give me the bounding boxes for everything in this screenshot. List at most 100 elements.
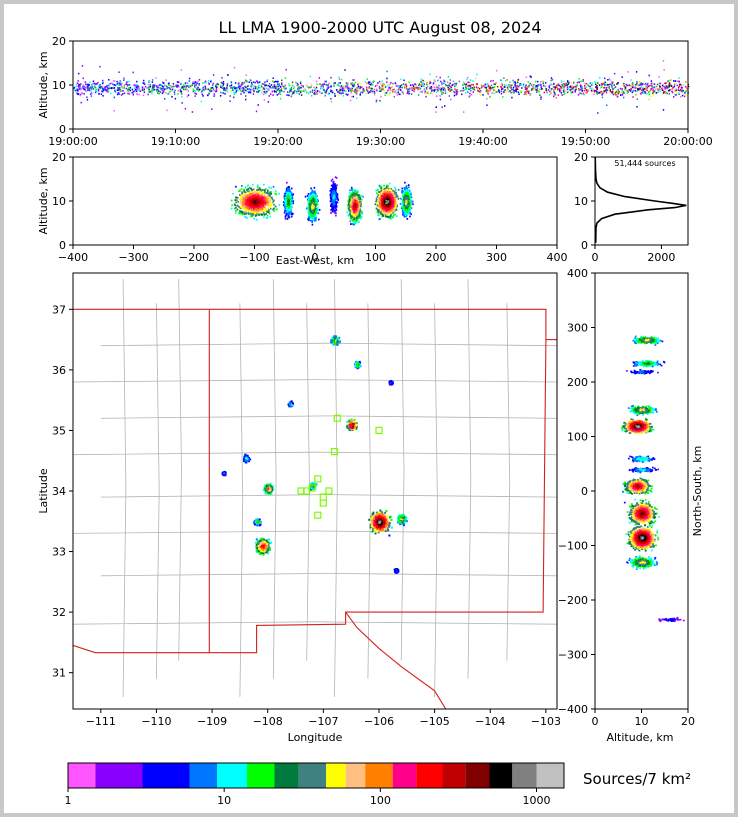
source-point: [308, 207, 310, 210]
source-point: [177, 89, 180, 92]
source-point: [238, 205, 240, 208]
source-point: [632, 82, 634, 85]
source-point: [502, 91, 505, 94]
source-point: [680, 84, 683, 86]
source-point: [345, 84, 347, 87]
source-point: [607, 85, 610, 88]
source-point: [263, 209, 265, 212]
source-point: [160, 88, 162, 91]
source-point: [331, 185, 334, 188]
source-point: [333, 82, 335, 85]
source-point: [386, 77, 388, 80]
source-point: [630, 79, 632, 81]
source-point: [510, 84, 512, 87]
source-point: [266, 80, 268, 83]
source-point: [489, 86, 491, 88]
source-point: [579, 84, 582, 87]
source-point: [123, 92, 126, 94]
source-point: [76, 89, 78, 92]
source-point: [284, 200, 286, 203]
source-point: [284, 88, 286, 90]
source-point: [306, 199, 309, 201]
source-point: [381, 88, 384, 91]
source-point: [330, 212, 332, 214]
source-point: [334, 176, 337, 179]
source-point: [624, 88, 626, 91]
source-point: [315, 192, 317, 195]
source-point: [574, 90, 576, 93]
source-point: [79, 88, 81, 90]
source-point: [481, 86, 483, 89]
source-point: [454, 85, 456, 88]
source-point: [415, 84, 417, 86]
source-point: [673, 80, 675, 82]
source-point: [103, 87, 105, 90]
source-point: [220, 86, 222, 88]
source-point: [252, 93, 255, 95]
source-point: [256, 198, 259, 201]
source-point: [645, 88, 647, 90]
source-point: [289, 198, 292, 201]
source-point: [500, 90, 503, 92]
source-point: [239, 189, 241, 192]
source-point: [418, 88, 420, 90]
source-point: [491, 87, 493, 90]
source-point: [233, 66, 236, 69]
source-point: [452, 80, 454, 83]
source-point: [236, 208, 239, 211]
source-point: [359, 94, 361, 96]
source-point: [566, 88, 568, 91]
source-point: [318, 209, 321, 211]
source-point: [314, 210, 317, 213]
source-point: [209, 90, 212, 93]
source-point: [543, 91, 545, 94]
source-point: [681, 90, 683, 93]
source-point: [533, 84, 536, 86]
source-point: [315, 201, 317, 204]
source-point: [650, 88, 652, 90]
source-point: [263, 88, 266, 91]
source-point: [113, 96, 115, 99]
source-point: [422, 79, 425, 82]
source-point: [667, 89, 670, 92]
source-point: [663, 88, 666, 90]
source-point: [644, 82, 647, 85]
source-point: [125, 83, 128, 85]
source-point: [331, 91, 334, 94]
source-point: [611, 82, 613, 85]
source-point: [288, 202, 290, 204]
source-point: [315, 90, 317, 93]
source-point: [152, 88, 154, 91]
source-point: [607, 79, 609, 81]
source-point: [223, 89, 225, 91]
source-point: [268, 212, 271, 215]
source-point: [482, 94, 484, 96]
source-point: [245, 95, 247, 97]
source-point: [662, 109, 665, 111]
source-point: [539, 83, 542, 86]
source-point: [614, 93, 616, 95]
source-point: [263, 213, 266, 216]
source-point: [241, 90, 244, 92]
source-point: [492, 86, 494, 89]
source-point: [273, 81, 275, 83]
source-point: [340, 86, 342, 89]
source-point: [245, 199, 247, 202]
source-point: [668, 80, 670, 82]
source-point: [413, 86, 415, 89]
source-point: [162, 85, 164, 88]
source-point: [263, 91, 265, 93]
source-point: [239, 197, 242, 200]
source-point: [406, 92, 408, 95]
source-point: [571, 85, 573, 88]
source-point: [314, 208, 317, 210]
source-point: [674, 82, 676, 84]
source-point: [114, 84, 117, 87]
source-point: [395, 84, 397, 87]
source-point: [258, 187, 261, 189]
source-point: [300, 94, 303, 96]
source-point: [239, 210, 241, 212]
source-point: [266, 196, 268, 198]
source-point: [307, 200, 309, 202]
source-point: [286, 187, 289, 190]
